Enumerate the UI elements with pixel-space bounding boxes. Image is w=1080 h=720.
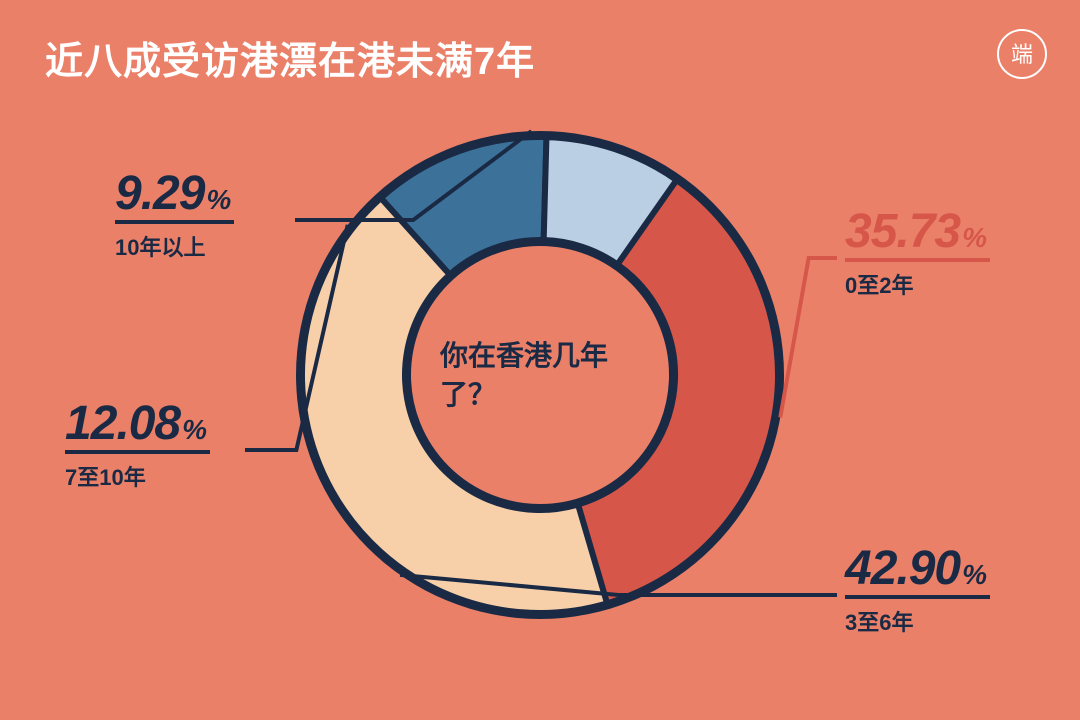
- donut-chart: 你在香港几年了？: [285, 120, 795, 630]
- svg-text:端: 端: [1011, 42, 1033, 67]
- callout-7-10-years: 12.08% 7至10年: [65, 400, 210, 492]
- callout-10-plus-years: 9.29% 10年以上: [115, 170, 234, 262]
- page-title: 近八成受访港漂在港未满7年: [45, 30, 535, 85]
- callout-0-2-years: 35.73% 0至2年: [845, 208, 990, 300]
- infographic-canvas: 近八成受访港漂在港未满7年 端 你在香港几年了？ 35.73% 0至2年 42.…: [0, 0, 1080, 720]
- brand-logo-icon: 端: [996, 28, 1048, 80]
- callout-3-6-years: 42.90% 3至6年: [845, 545, 990, 637]
- donut-center-question: 你在香港几年了？: [440, 336, 640, 414]
